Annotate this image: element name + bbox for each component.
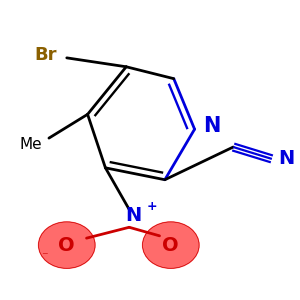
Text: N: N (278, 149, 294, 168)
Text: N: N (203, 116, 221, 136)
Text: ⁻: ⁻ (41, 250, 47, 263)
Text: +: + (146, 200, 157, 213)
Text: O: O (58, 236, 75, 255)
Text: O: O (163, 236, 179, 255)
Text: N: N (125, 206, 142, 225)
Text: Me: Me (20, 136, 42, 152)
Text: Br: Br (35, 46, 57, 64)
Ellipse shape (142, 222, 199, 268)
Ellipse shape (38, 222, 95, 268)
